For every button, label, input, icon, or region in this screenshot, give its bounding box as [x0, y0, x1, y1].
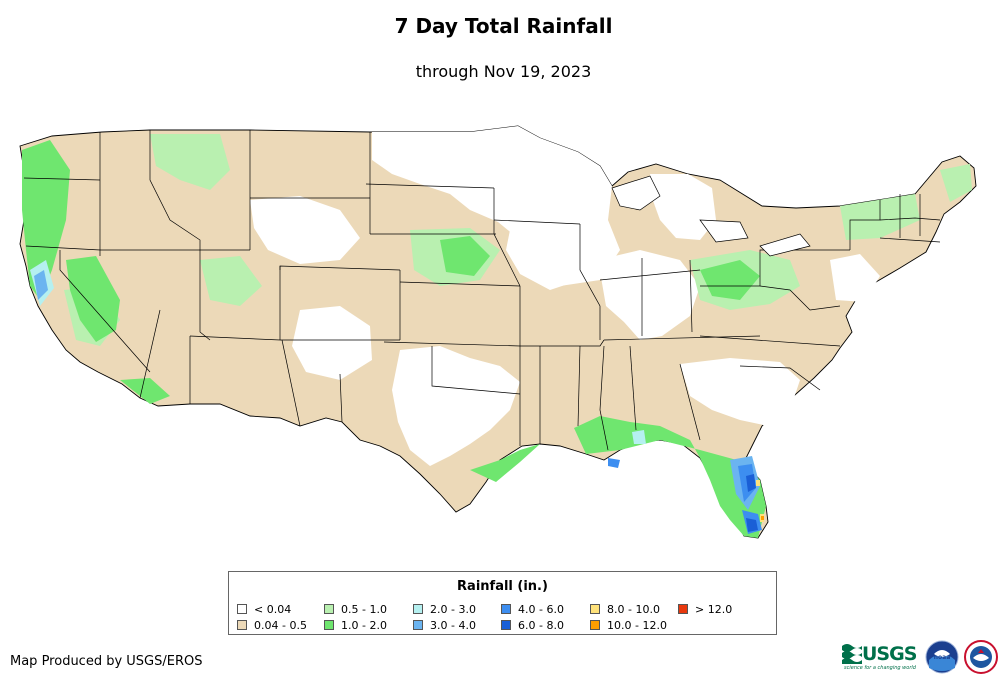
legend-item-2-0-3-0: 2.0 - 3.0: [413, 602, 476, 616]
map-subtitle: through Nov 19, 2023: [415, 62, 592, 81]
legend-swatch: [413, 604, 423, 614]
map-credit: Map Produced by USGS/EROS: [10, 654, 203, 669]
state-boundaries: [23, 130, 941, 451]
legend-label: 6.0 - 8.0: [518, 618, 564, 632]
legend-item-gt-12-0: > 12.0: [678, 602, 732, 616]
legend-label: 8.0 - 10.0: [607, 602, 660, 616]
legend-title: Rainfall (in.): [457, 579, 548, 594]
legend-label: 0.04 - 0.5: [254, 618, 307, 632]
noaa-logo-icon: noaa: [925, 640, 959, 674]
legend-swatch: [501, 620, 511, 630]
usgs-logo-icon: USGS science for a changing world: [842, 640, 918, 674]
legend-swatch: [678, 604, 688, 614]
legend-item-1-0-2-0: 1.0 - 2.0: [324, 618, 387, 632]
legend-item-lt-0-04: < 0.04: [237, 602, 291, 616]
usgs-logo-text: USGS: [862, 643, 917, 665]
legend-item-0-04-0-5: 0.04 - 0.5: [237, 618, 307, 632]
legend-item-0-5-1-0: 0.5 - 1.0: [324, 602, 387, 616]
legend-item-8-0-10-0: 8.0 - 10.0: [590, 602, 660, 616]
legend-label: > 12.0: [695, 602, 733, 616]
legend-item-3-0-4-0: 3.0 - 4.0: [413, 618, 476, 632]
legend-label: 1.0 - 2.0: [341, 618, 387, 632]
legend-label: 0.5 - 1.0: [341, 602, 387, 616]
heavy-rain-specks: [756, 480, 764, 522]
legend-swatch: [590, 604, 600, 614]
usgs-tagline: science for a changing world: [844, 665, 916, 671]
lake-outlines: [611, 175, 811, 257]
legend-label: 2.0 - 3.0: [430, 602, 476, 616]
map-title: 7 Day Total Rainfall: [394, 14, 613, 38]
legend-label: 10.0 - 12.0: [607, 618, 667, 632]
legend-item-4-0-6-0: 4.0 - 6.0: [501, 602, 564, 616]
green-regions: [22, 140, 766, 538]
legend-label: 3.0 - 4.0: [430, 618, 476, 632]
noaa-logo-text: noaa: [934, 654, 951, 661]
legend-label: 4.0 - 6.0: [518, 602, 564, 616]
agency-logos: USGS science for a changing world noaa: [842, 638, 1002, 678]
legend-swatch: [501, 604, 511, 614]
legend-swatch: [324, 604, 334, 614]
legend-label: < 0.04: [254, 602, 292, 616]
nws-logo-icon: [964, 640, 998, 674]
legend: Rainfall (in.) < 0.04 0.04 - 0.5 0.5 - 1…: [228, 571, 777, 635]
rainfall-map: [19, 125, 977, 539]
legend-swatch: [324, 620, 334, 630]
dark-blue-regions: [746, 474, 758, 532]
legend-swatch: [237, 604, 247, 614]
legend-swatch: [237, 620, 247, 630]
legend-swatch: [590, 620, 600, 630]
legend-item-6-0-8-0: 6.0 - 8.0: [501, 618, 564, 632]
legend-swatch: [413, 620, 423, 630]
legend-item-10-0-12-0: 10.0 - 12.0: [590, 618, 667, 632]
